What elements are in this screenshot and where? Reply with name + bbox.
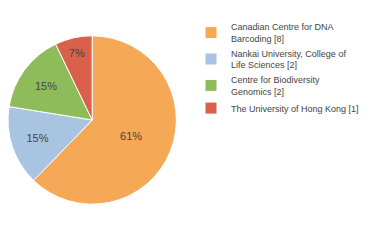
svg-text:Centre for BiodiversityGenomic: Centre for BiodiversityGenomics [2]: [231, 75, 320, 97]
svg-text:15%: 15%: [26, 132, 48, 144]
svg-text:7%: 7%: [69, 47, 85, 59]
svg-text:Nankai University, College ofL: Nankai University, College ofLife Scienc…: [231, 49, 346, 71]
svg-text:61%: 61%: [120, 130, 142, 142]
svg-text:15%: 15%: [35, 80, 57, 92]
svg-text:Canadian Centre for DNABarcodi: Canadian Centre for DNABarcoding [8]: [231, 22, 334, 44]
svg-text:The University of Hong Kong [1: The University of Hong Kong [1]: [231, 104, 359, 114]
